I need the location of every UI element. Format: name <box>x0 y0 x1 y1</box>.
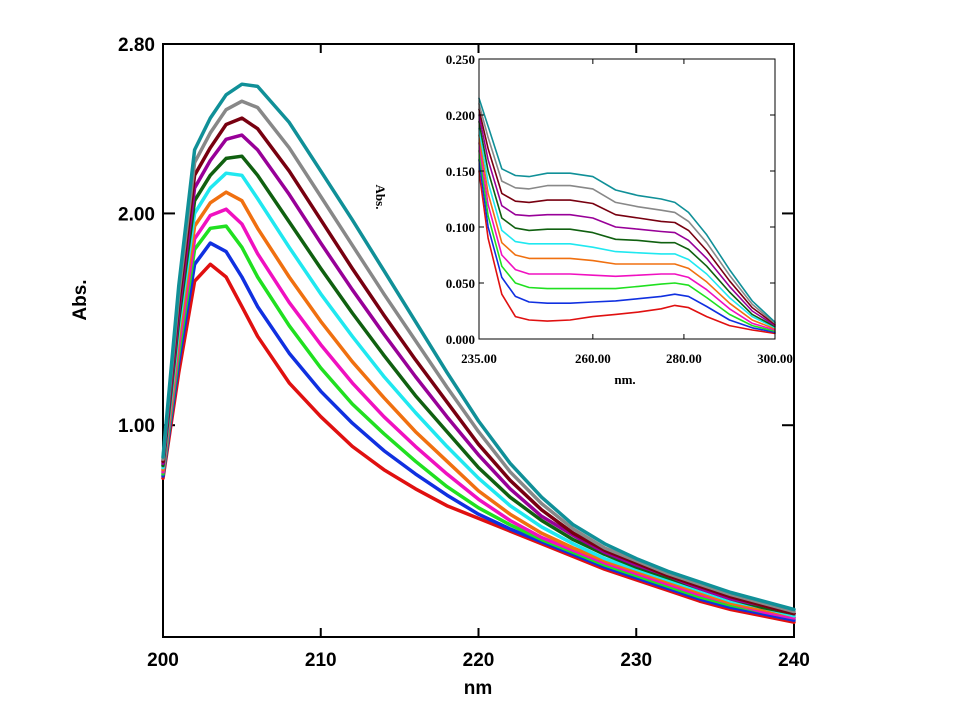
inset-series-line-2 <box>478 159 776 334</box>
main-x-tick-label: 220 <box>463 650 495 671</box>
inset-y-tick-label: 0.100 <box>446 220 475 235</box>
main-y-axis-label: Abs. <box>70 279 91 320</box>
main-series-line-11 <box>161 82 796 612</box>
main-series-line-9 <box>161 116 796 616</box>
main-series-line-2 <box>161 241 796 622</box>
inset-x-axis-label: nm. <box>614 372 635 387</box>
main-series-line-6 <box>161 171 796 618</box>
inset-x-tick-label: 260.00 <box>575 351 611 366</box>
main-series-group <box>161 82 796 624</box>
inset-series-line-8 <box>478 114 776 327</box>
inset-x-tick-label: 235.00 <box>461 351 497 366</box>
inset-y-axis-label: Abs. <box>373 185 388 210</box>
main-x-tick-label: 230 <box>620 650 652 671</box>
inset-series-line-6 <box>478 127 776 329</box>
inset-series-line-7 <box>478 120 776 328</box>
main-y-tick-label: 1.00 <box>118 416 155 437</box>
main-x-tick-label: 240 <box>778 650 810 671</box>
inset-y-tick-label: 0.050 <box>446 276 475 291</box>
inset-tick-labels: 235.00 260.00 280.00 300.00 0.000 0.050 0.100 0… <box>446 52 793 366</box>
inset-series-line-4 <box>478 142 776 331</box>
main-series-line-10 <box>161 99 796 614</box>
inset-series-group <box>478 97 776 335</box>
inset-x-tick-label: 280.00 <box>666 351 702 366</box>
inset-series-line-11 <box>478 97 776 324</box>
inset-series-line-10 <box>478 103 776 325</box>
inset-y-tick-label: 0.150 <box>446 164 475 179</box>
inset-series-line-1 <box>478 170 776 335</box>
main-series-line-3 <box>161 224 796 620</box>
inset-y-tick-label: 0.200 <box>446 108 475 123</box>
main-y-tick-label: 2.80 <box>118 35 155 56</box>
inset-y-tick-label: 0.250 <box>446 52 475 67</box>
inset-axis-ticks <box>478 58 776 340</box>
main-axis-ticks <box>162 43 795 637</box>
main-series-line-4 <box>161 207 796 620</box>
inset-y-tick-label: 0.000 <box>446 332 475 347</box>
inset-series-line-5 <box>478 134 776 330</box>
main-x-axis-label: nm <box>464 678 493 699</box>
main-y-tick-label: 2.00 <box>118 204 155 225</box>
inset-x-tick-label: 300.00 <box>757 351 793 366</box>
inset-plot-frame <box>478 58 776 340</box>
main-x-tick-label: 210 <box>305 650 337 671</box>
inset-series-line-3 <box>478 150 776 333</box>
inset-series-line-9 <box>478 108 776 326</box>
main-series-line-1 <box>161 262 796 624</box>
main-series-line-5 <box>161 190 796 618</box>
main-x-tick-label: 200 <box>147 650 179 671</box>
inset-background <box>479 59 775 339</box>
main-tick-labels: 200 210 220 230 240 1.00 2.00 2.80 <box>118 35 810 671</box>
